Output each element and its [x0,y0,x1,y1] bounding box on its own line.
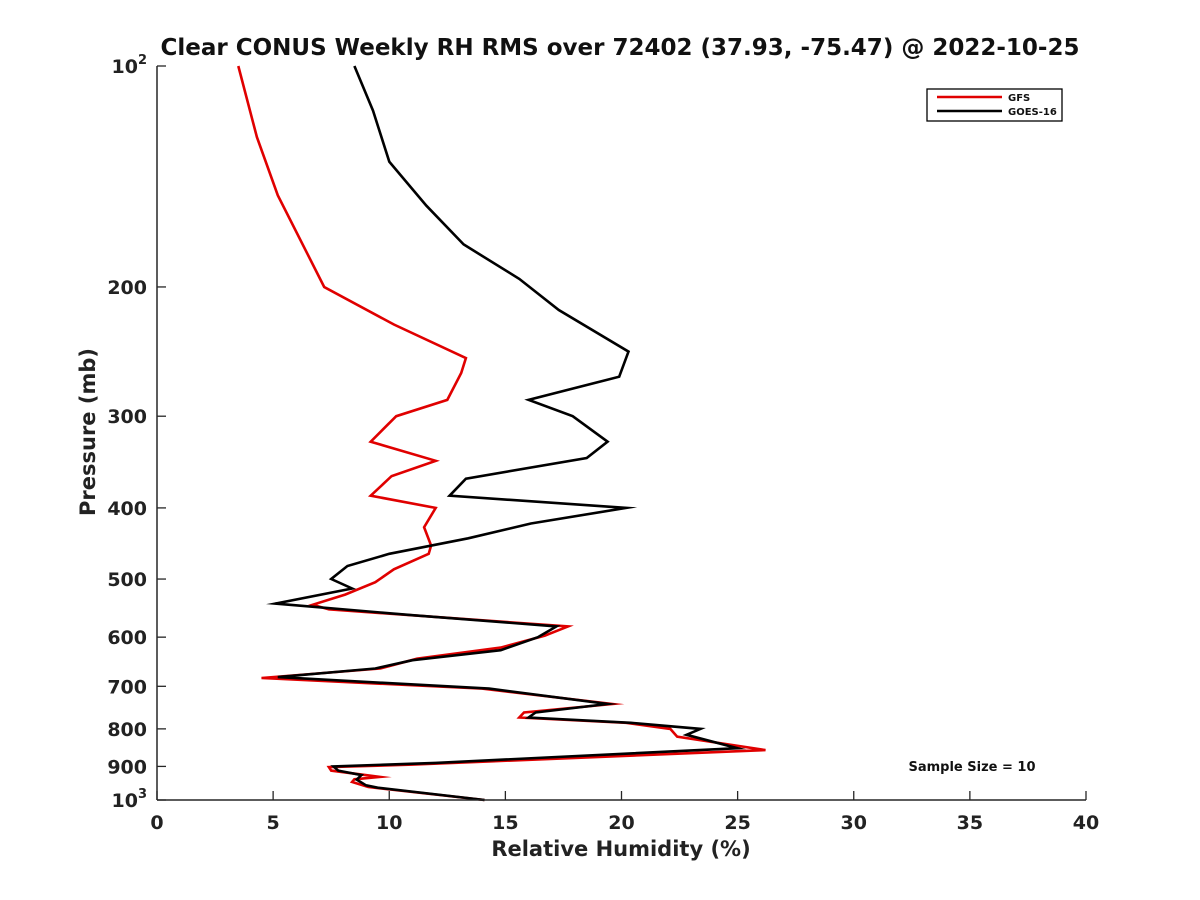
x-tick-label: 25 [724,812,750,834]
legend-box [926,88,1063,122]
y-tick-label: 300 [107,406,147,428]
y-tick-exponent: 2 [138,53,147,68]
y-tick-label: 600 [107,627,147,649]
x-tick-label: 0 [150,812,163,834]
y-tick-label: 800 [107,719,147,741]
y-tick-label: 400 [107,498,147,520]
chart-title: Clear CONUS Weekly RH RMS over 72402 (37… [161,35,1080,61]
y-tick-label: 900 [107,756,147,778]
x-tick-label: 15 [492,812,518,834]
axes-layer: 0 5 10 15 20 25 30 35 40 102 200 300 400 500 600 700 800… [107,53,1099,834]
y-tick-label: 102 [112,53,148,78]
y-tick-label: 103 [112,787,148,812]
y-tick-label: 200 [107,277,147,299]
series-line-goes-16 [266,65,747,802]
y-axis-label: Pressure (mb) [76,348,100,516]
x-tick-label: 5 [267,812,280,834]
plot-background [157,66,1086,800]
x-tick-label: 40 [1073,812,1099,834]
legend: GFS GOES-16 [926,88,1063,122]
plot-area [157,66,1086,800]
y-tick-label: 700 [107,676,147,698]
legend-label: GOES-16 [1008,107,1057,118]
y-tick-exponent: 3 [138,787,147,802]
y-tick-label: 500 [107,569,147,591]
x-axis-label: Relative Humidity (%) [491,837,750,861]
legend-label: GFS [1008,93,1030,104]
x-tick-label: 35 [957,812,983,834]
x-tick-label: 30 [841,812,867,834]
x-tick-label: 10 [376,812,402,834]
series-layer [237,65,766,802]
x-tick-label: 20 [608,812,634,834]
sample-size-annotation: Sample Size = 10 [908,760,1035,775]
